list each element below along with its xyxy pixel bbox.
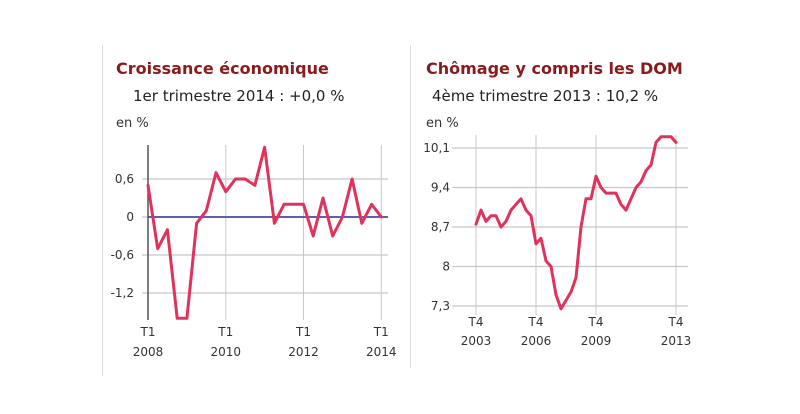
chart-1-xtick-label: T1 — [373, 325, 389, 339]
chart-2-ytick-label: 8,7 — [431, 220, 450, 234]
chart-2-xtick-label: T4 — [528, 315, 544, 329]
chart-2-unit-label: en % — [426, 116, 459, 131]
chart-1-ytick-label: -1,2 — [111, 286, 134, 300]
chart-1-ytick-label: 0,6 — [115, 172, 134, 186]
chart-1-xtick-label: T1 — [217, 325, 233, 339]
chart-2-xtick-year: 2006 — [521, 334, 552, 348]
chart-1-ytick-label: 0 — [126, 210, 134, 224]
chart-2-ytick-label: 10,1 — [423, 141, 450, 155]
chart-2-ytick-label: 7,3 — [431, 299, 450, 313]
chart-1-xtick-year: 2012 — [288, 345, 319, 359]
chart-1-xtick-year: 2014 — [366, 345, 397, 359]
chart-2-ytick-label: 8 — [442, 260, 450, 274]
chart-1-xtick-year: 2010 — [210, 345, 241, 359]
chart-1-title: Croissance économique — [116, 59, 329, 78]
chart-2-xtick-year: 2013 — [661, 334, 692, 348]
chart-2-xtick-year: 2009 — [581, 334, 612, 348]
chart-2-ytick-label: 9,4 — [431, 181, 450, 195]
chart-2-xtick-label: T4 — [468, 315, 484, 329]
chart-1-xtick-year: 2008 — [133, 345, 164, 359]
chart-2-title: Chômage y compris les DOM — [426, 59, 683, 78]
chart-1-ytick-label: -0,6 — [111, 248, 134, 262]
panel-divider — [410, 45, 411, 368]
chart-1-xtick-label: T1 — [140, 325, 156, 339]
chart-1-unit-label: en % — [116, 116, 149, 131]
chart-2-subtitle: 4ème trimestre 2013 : 10,2 % — [432, 87, 659, 105]
chart-2-xtick-year: 2003 — [461, 334, 492, 348]
chart-1-subtitle: 1er trimestre 2014 : +0,0 % — [133, 87, 345, 105]
chart-2-xtick-label: T4 — [588, 315, 604, 329]
chart-2-series-line — [474, 135, 678, 311]
chart-1-xtick-label: T1 — [295, 325, 311, 339]
chart-2-xtick-label: T4 — [668, 315, 684, 329]
left-border — [102, 45, 103, 376]
